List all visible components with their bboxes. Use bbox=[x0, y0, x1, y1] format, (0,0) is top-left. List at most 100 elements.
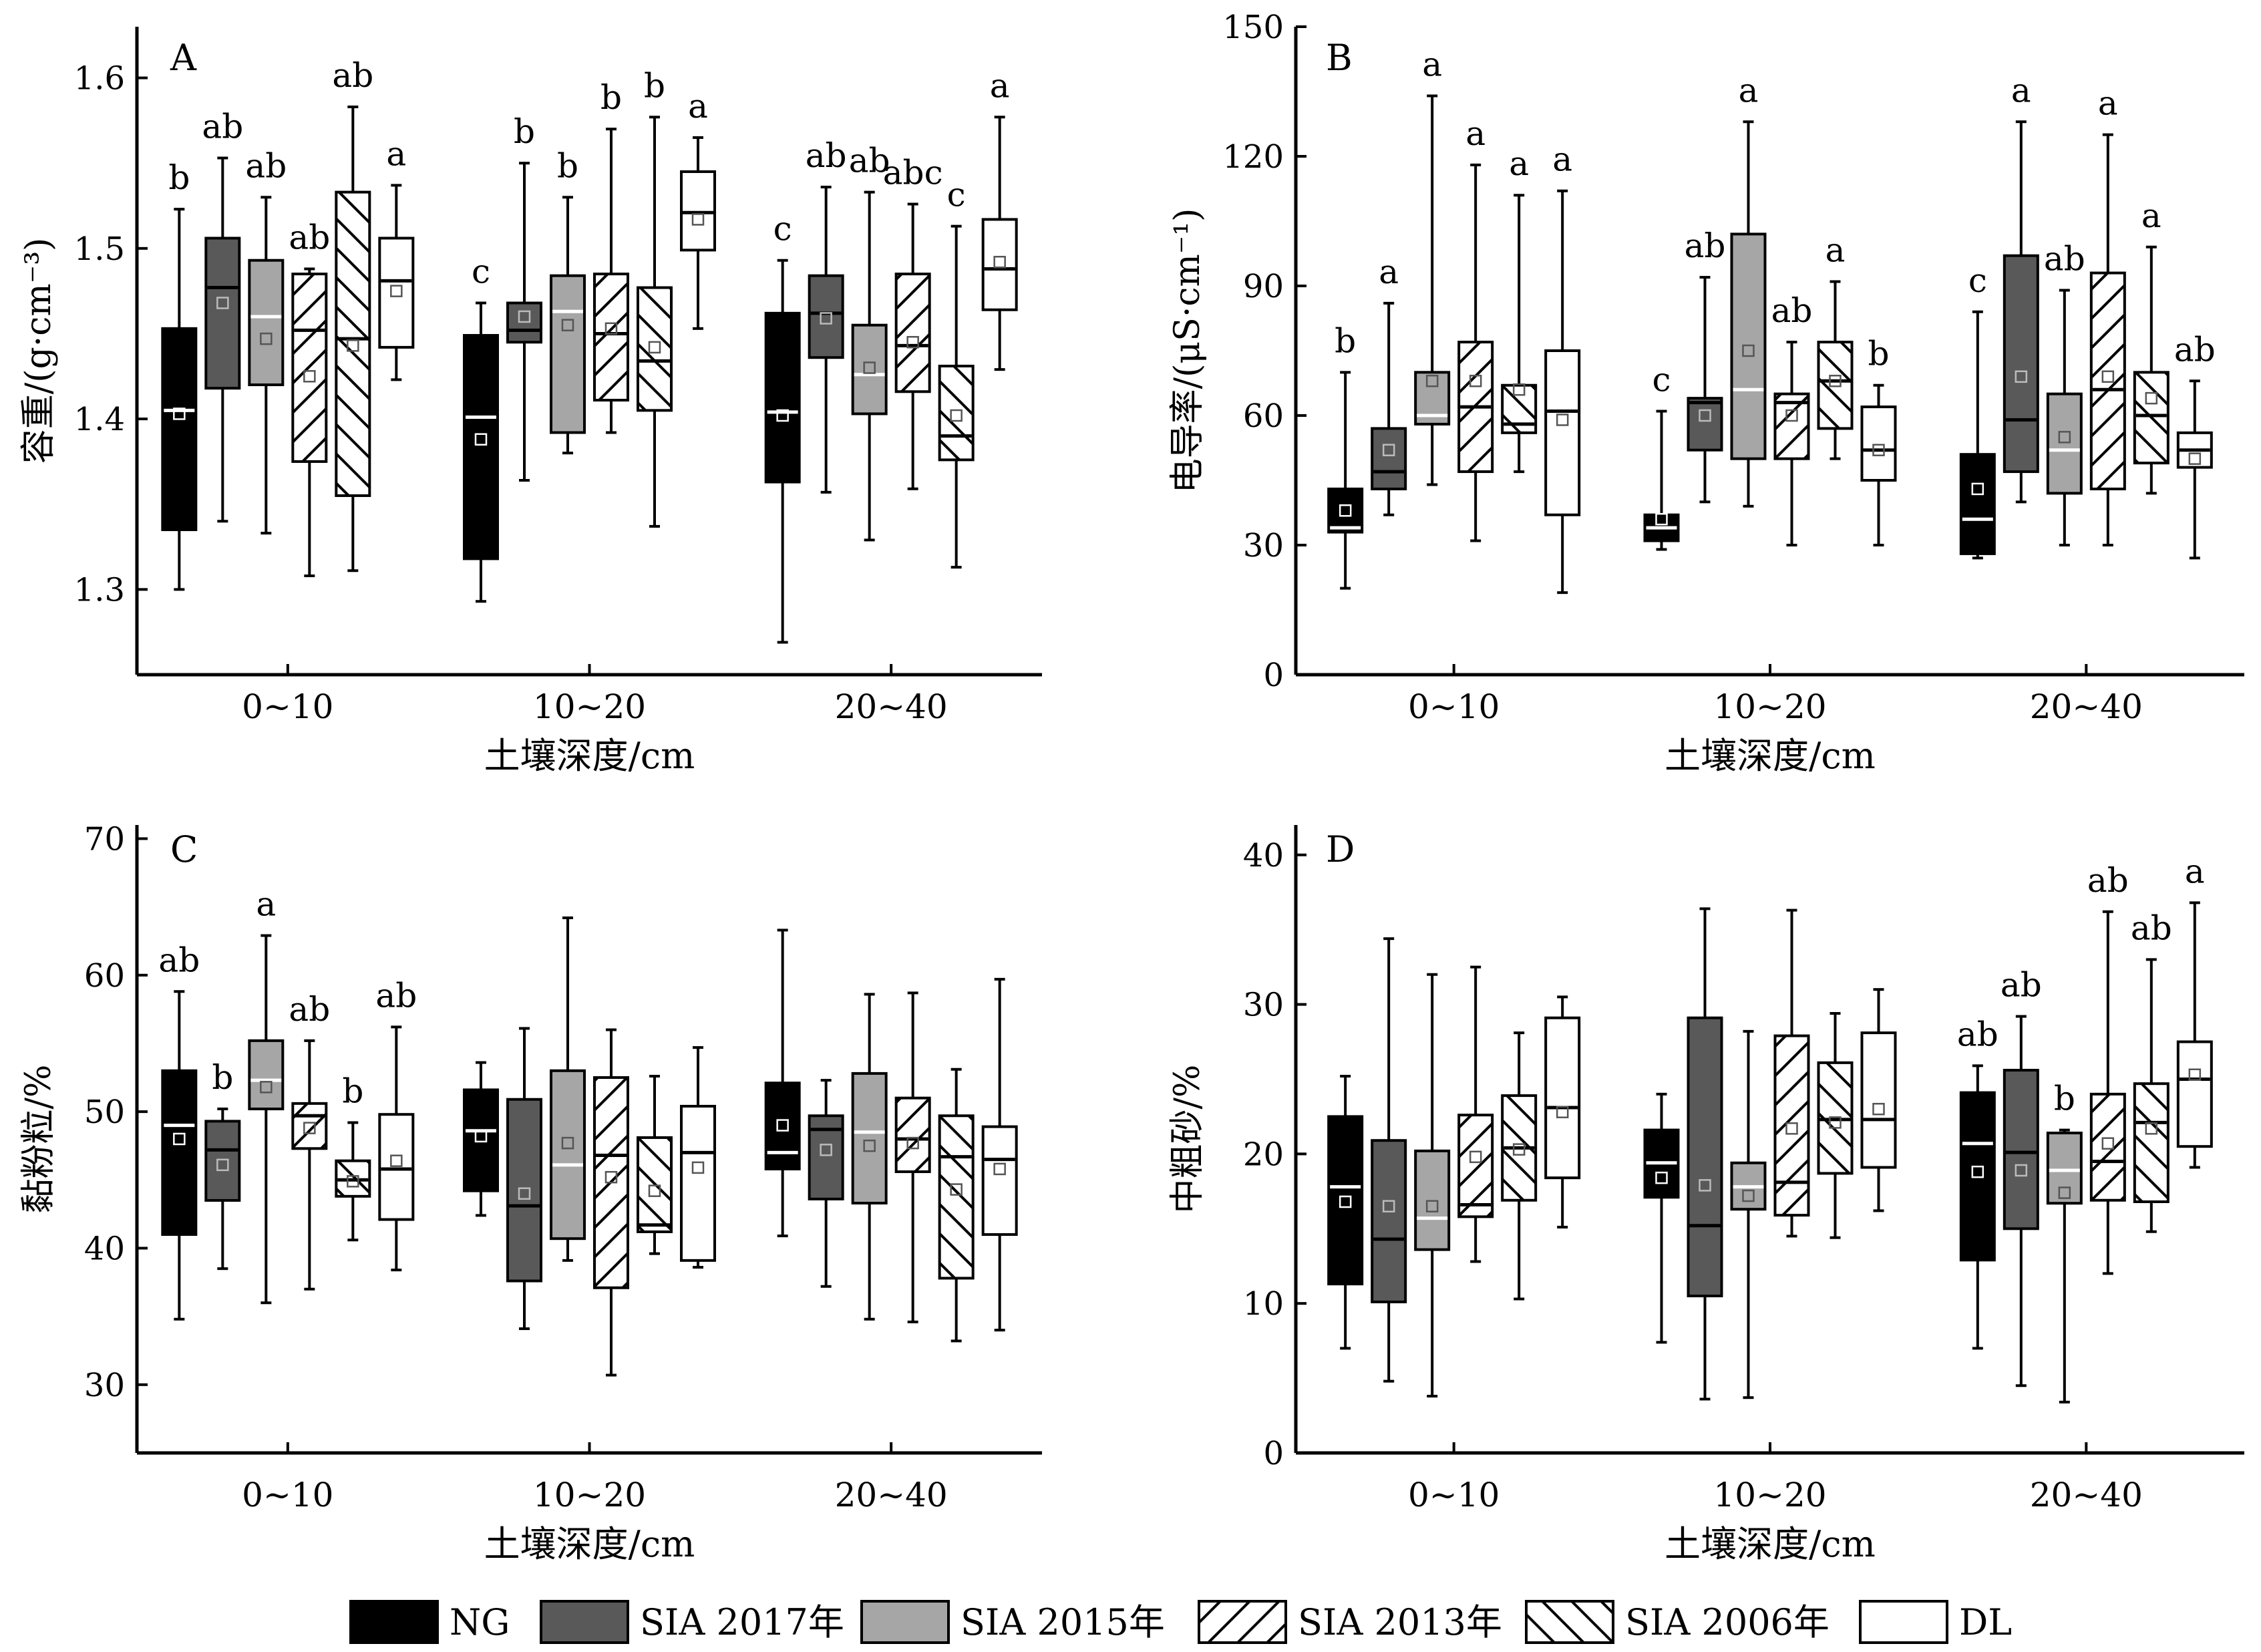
mean-marker bbox=[1382, 444, 1395, 456]
box-ng: c bbox=[1959, 261, 1996, 560]
significance-letter: ab bbox=[1771, 291, 1813, 330]
box-iqr bbox=[291, 273, 328, 463]
significance-letter: a bbox=[1509, 144, 1529, 183]
box-iqr bbox=[550, 274, 586, 434]
box-ng: c bbox=[1643, 361, 1680, 551]
box-s15: ab bbox=[2044, 239, 2085, 546]
y-tick-label: 40 bbox=[84, 1230, 125, 1267]
significance-letter: ab bbox=[2044, 239, 2085, 278]
legend-item-s17: SIA 2017年 bbox=[540, 1600, 844, 1644]
box-ng: ab bbox=[1957, 1015, 1998, 1350]
box-dl: a bbox=[1544, 140, 1581, 595]
mean-marker bbox=[1829, 1116, 1842, 1129]
box-iqr bbox=[1959, 1091, 1996, 1262]
box-iqr bbox=[1327, 1115, 1364, 1286]
mean-marker bbox=[1425, 375, 1439, 387]
box-ng: b bbox=[161, 158, 198, 591]
box-s15: a bbox=[248, 885, 285, 1305]
box-iqr bbox=[291, 1102, 328, 1150]
mean-marker bbox=[1699, 1179, 1711, 1192]
box-s15 bbox=[1414, 973, 1451, 1397]
x-axis-label: 土壤深度/cm bbox=[1665, 735, 1876, 777]
y-tick-label: 30 bbox=[1243, 527, 1284, 564]
box-iqr bbox=[938, 364, 975, 462]
box-iqr bbox=[851, 323, 888, 416]
box-s13: ab bbox=[1771, 291, 1813, 546]
box-iqr bbox=[335, 190, 371, 497]
x-tick-label: 20~40 bbox=[835, 1476, 948, 1514]
x-tick-label: 10~20 bbox=[1713, 687, 1826, 726]
mean-marker bbox=[1699, 409, 1711, 422]
y-tick-label: 30 bbox=[1243, 987, 1284, 1024]
mean-marker bbox=[347, 1175, 359, 1188]
legend-swatch bbox=[349, 1600, 439, 1644]
mean-marker bbox=[691, 213, 705, 226]
box-iqr bbox=[204, 1120, 241, 1202]
x-tick-label: 0~10 bbox=[1408, 1476, 1500, 1514]
box-dl: ab bbox=[2174, 330, 2216, 560]
mean-marker bbox=[347, 339, 359, 352]
significance-letter: ab bbox=[375, 976, 417, 1015]
y-axis-label: 容重/(g·cm⁻³) bbox=[19, 238, 59, 464]
panel-C: 30 40 50 60 70 C 黏粉粒/% 土壤深度/cm 0~10 ab b a ab b ab 10~2… bbox=[19, 820, 1042, 1565]
box-iqr bbox=[2133, 1082, 2169, 1203]
significance-letter: ab bbox=[2087, 861, 2129, 900]
box-dl bbox=[981, 977, 1018, 1332]
box-iqr bbox=[463, 1088, 499, 1192]
box-iqr bbox=[1457, 1114, 1494, 1218]
box-s15 bbox=[851, 993, 888, 1321]
box-iqr bbox=[894, 1096, 931, 1174]
legend-item-s15: SIA 2015年 bbox=[860, 1600, 1165, 1644]
box-s13: ab bbox=[289, 218, 330, 577]
box-s17: ab bbox=[806, 136, 847, 494]
box-iqr bbox=[981, 1125, 1018, 1236]
y-tick-label: 120 bbox=[1222, 138, 1284, 176]
box-iqr bbox=[378, 236, 415, 349]
x-tick-label: 10~20 bbox=[1713, 1476, 1826, 1514]
box-iqr bbox=[1860, 405, 1897, 482]
mean-marker bbox=[1556, 1106, 1569, 1118]
x-tick-label: 20~40 bbox=[2030, 1476, 2143, 1514]
significance-letter: a bbox=[688, 87, 708, 126]
box-s15 bbox=[1730, 1029, 1767, 1399]
panel-label: B bbox=[1326, 37, 1353, 79]
box-s17 bbox=[506, 1027, 542, 1331]
mean-marker bbox=[2101, 370, 2115, 383]
significance-letter: ab bbox=[332, 56, 373, 95]
mean-marker bbox=[1425, 1200, 1439, 1212]
panels: 1.31.41.51.6 A容重/(g·cm⁻³)土壤深度/cm0~10babab… bbox=[19, 9, 2244, 1565]
x-axis-label: 土壤深度/cm bbox=[484, 735, 695, 777]
mean-marker bbox=[820, 1144, 832, 1156]
box-s13: ab bbox=[2087, 861, 2129, 1275]
box-iqr bbox=[981, 218, 1018, 311]
significance-letter: ab bbox=[289, 990, 330, 1029]
y-tick-label: 60 bbox=[1243, 397, 1284, 435]
significance-letter: ab bbox=[2174, 330, 2216, 369]
significance-letter: a bbox=[1422, 45, 1442, 84]
legend-swatch bbox=[1859, 1600, 1948, 1644]
y-tick-label: 40 bbox=[1243, 837, 1284, 874]
box-iqr bbox=[378, 1113, 415, 1221]
box-iqr bbox=[1773, 1034, 1810, 1217]
mean-marker bbox=[604, 1170, 618, 1184]
box-s13 bbox=[894, 991, 931, 1323]
mean-marker bbox=[906, 335, 919, 349]
box-ng bbox=[1643, 1092, 1680, 1344]
box-ng bbox=[1327, 1075, 1364, 1350]
significance-letter: ab bbox=[2001, 965, 2042, 1004]
legend-swatch bbox=[540, 1600, 629, 1644]
box-iqr bbox=[1730, 232, 1767, 460]
box-iqr bbox=[1327, 487, 1364, 534]
mean-marker bbox=[2188, 1068, 2202, 1082]
box-s06: a bbox=[1501, 144, 1538, 474]
box-s17: b bbox=[506, 112, 542, 482]
box-iqr bbox=[1687, 1016, 1723, 1297]
mean-marker bbox=[2188, 452, 2202, 465]
box-s13 bbox=[1773, 908, 1810, 1238]
mean-marker bbox=[2101, 1137, 2115, 1150]
box-iqr bbox=[550, 1069, 586, 1241]
box-iqr bbox=[764, 311, 801, 484]
legend-label: SIA 2013年 bbox=[1298, 1601, 1502, 1643]
y-axis-label: 黏粉粒/% bbox=[19, 1065, 59, 1214]
